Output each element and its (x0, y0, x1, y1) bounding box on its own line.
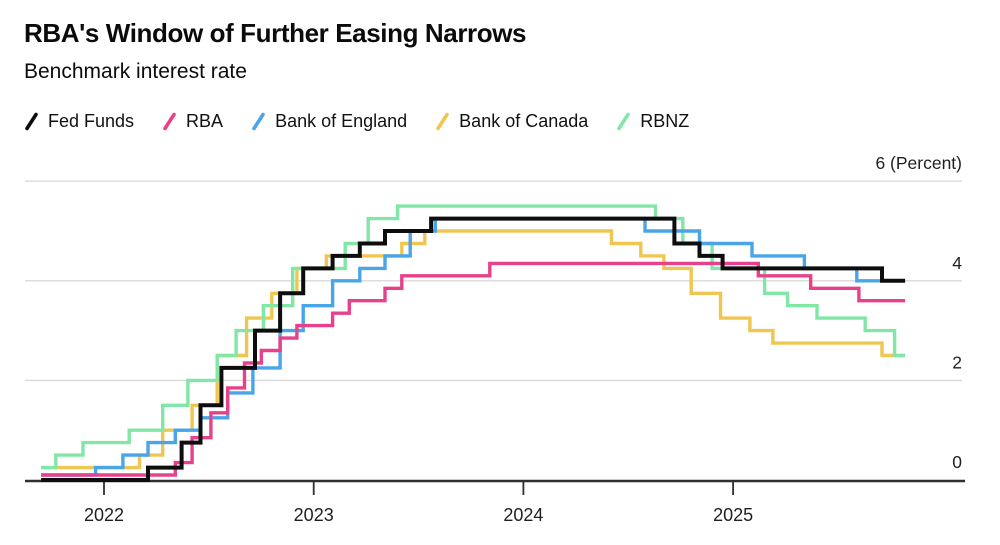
x-axis-label-2022: 2022 (84, 505, 124, 525)
series-line-fed-funds (41, 216, 906, 482)
legend-label: Bank of England (275, 111, 408, 131)
y-axis-label-4: 4 (952, 253, 962, 273)
legend-swatch-icon (617, 112, 631, 131)
legend: Fed Funds RBA Bank of England Bank of Canad… (24, 111, 689, 132)
x-axis-label-2023: 2023 (294, 505, 334, 525)
chart-title: RBA's Window of Further Easing Narrows (24, 18, 527, 48)
legend-item-fed-funds: Fed Funds (24, 111, 134, 132)
legend-item-bank-of-england: Bank of England (251, 111, 407, 132)
legend-swatch-icon (25, 112, 38, 131)
legend-item-rba: RBA (162, 111, 223, 132)
legend-item-rbnz: RBNZ (616, 111, 689, 132)
legend-swatch-icon (436, 112, 449, 131)
series-line-bank-of-canada (41, 229, 906, 470)
legend-swatch-icon (252, 112, 265, 131)
y-axis-label-2: 2 (952, 352, 962, 372)
series-line-bank-of-england (41, 216, 906, 477)
legend-label: Fed Funds (48, 111, 135, 131)
y-axis-label-0: 0 (952, 452, 962, 472)
y-axis-label-6: 6 (Percent) (875, 153, 962, 173)
legend-label: RBA (186, 111, 224, 131)
legend-swatch-icon (163, 112, 176, 131)
x-axis-label-2025: 2025 (713, 505, 753, 525)
x-axis-label-2024: 2024 (503, 505, 543, 525)
chart-subtitle: Benchmark interest rate (24, 60, 247, 83)
legend-label: RBNZ (640, 111, 690, 131)
legend-label: Bank of Canada (459, 111, 589, 131)
legend-item-bank-of-canada: Bank of Canada (435, 111, 588, 132)
series-line-rbnz (41, 204, 906, 470)
